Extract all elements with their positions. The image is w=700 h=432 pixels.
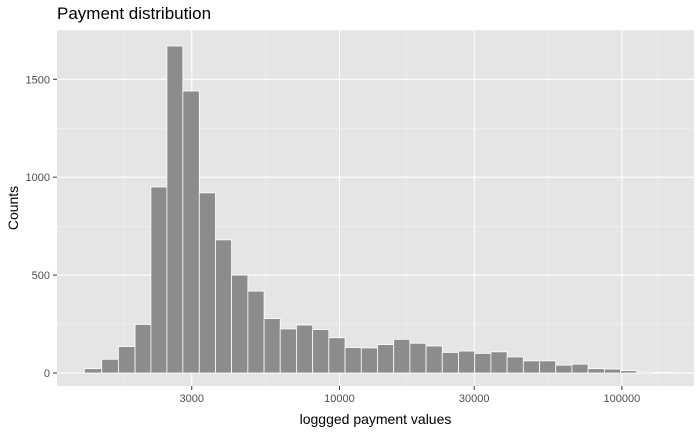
y-tick-label: 1000: [26, 172, 50, 184]
x-tick-label: 3000: [180, 393, 204, 405]
y-axis-title: Counts: [5, 186, 21, 230]
histogram-bar: [506, 356, 524, 374]
x-tick-label: 30000: [459, 393, 490, 405]
histogram-bar: [231, 274, 249, 374]
histogram-bar: [425, 345, 443, 374]
histogram-bar: [344, 347, 362, 374]
histogram-bar: [474, 353, 492, 374]
x-tick-label: 10000: [324, 393, 355, 405]
histogram-bar: [360, 347, 378, 374]
histogram-bar: [377, 344, 395, 374]
x-tick-label: 100000: [604, 393, 641, 405]
histogram-bar: [328, 337, 346, 374]
histogram-bar: [458, 350, 476, 374]
histogram-bar: [652, 372, 670, 374]
histogram-bar: [101, 358, 119, 374]
y-tick-label: 0: [44, 368, 50, 380]
histogram-bar: [441, 352, 459, 374]
y-tick-label: 1500: [26, 74, 50, 86]
histogram-bar: [571, 363, 589, 374]
histogram-bar: [393, 338, 411, 374]
histogram-bar: [134, 324, 152, 374]
histogram-bar: [587, 368, 605, 374]
histogram-bar: [279, 328, 297, 374]
y-tick-label: 500: [32, 270, 50, 282]
histogram-bar: [409, 342, 427, 374]
histogram-bar: [118, 346, 136, 374]
axes: 3000 10000 30000 100000 0 500 1000 1500: [26, 74, 641, 405]
histogram-bar: [263, 318, 281, 374]
histogram-bar: [312, 329, 330, 374]
histogram-bar: [150, 186, 168, 374]
histogram-bar: [636, 371, 654, 374]
chart-title: Payment distribution: [57, 4, 212, 23]
histogram-bar: [603, 368, 621, 374]
histogram-bar: [247, 290, 265, 374]
histogram-bar: [166, 45, 184, 374]
histogram-bar: [555, 364, 573, 374]
histogram-bar: [620, 370, 638, 374]
x-axis-title: loggged payment values: [300, 411, 452, 427]
histogram-bars: [83, 45, 686, 374]
histogram-bar: [522, 360, 540, 374]
histogram-bar: [215, 239, 232, 374]
histogram-bar: [490, 351, 508, 374]
histogram-bar: [198, 192, 216, 374]
histogram-bar: [539, 360, 557, 374]
histogram-bar: [182, 90, 200, 374]
histogram-bar: [83, 368, 103, 374]
histogram-bar: [295, 324, 314, 374]
